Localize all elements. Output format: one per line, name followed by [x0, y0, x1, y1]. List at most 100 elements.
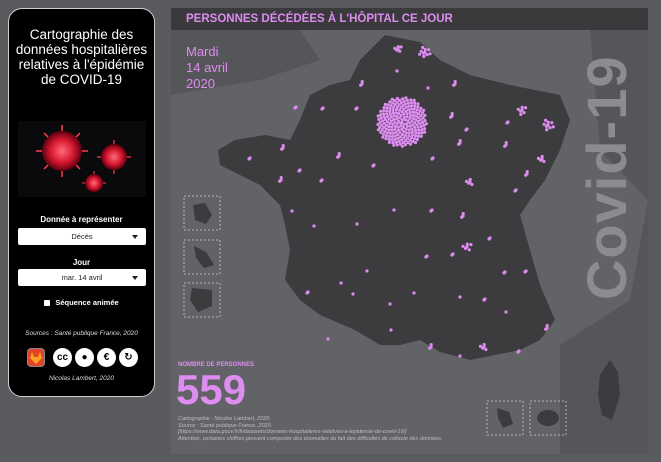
person-dot: [450, 253, 454, 257]
app-title: Cartographie des données hospitalières r…: [15, 27, 148, 87]
checkbox-icon[interactable]: [44, 300, 51, 307]
person-dot: [280, 147, 284, 151]
person-dot: [402, 107, 406, 111]
person-dot: [383, 118, 388, 122]
person-dot: [449, 115, 453, 119]
person-dot: [388, 121, 392, 126]
person-dot: [430, 157, 434, 161]
person-dot: [544, 124, 549, 128]
person-dot: [420, 131, 424, 135]
person-dot: [388, 109, 392, 114]
person-dot: [278, 179, 282, 183]
person-dot: [482, 342, 486, 347]
person-dot: [399, 101, 404, 105]
person-dot: [391, 101, 395, 105]
map-title: PERSONNES DÉCÉDÉES À L'HÔPITAL CE JOUR: [171, 8, 648, 30]
person-dot: [387, 140, 392, 144]
person-dot: [390, 135, 394, 139]
person-dot: [452, 83, 456, 87]
sa-icon[interactable]: ↻: [119, 347, 138, 367]
author-text: Nicolas Lambert, 2020: [48, 375, 115, 382]
person-dot: [387, 134, 391, 139]
person-dot: [392, 117, 396, 121]
virus-large: [36, 125, 88, 177]
person-dot: [423, 118, 427, 123]
person-dot: [458, 354, 462, 358]
france-mainland: [218, 35, 570, 360]
person-dot: [385, 106, 389, 110]
neighbour-land: [171, 30, 648, 454]
person-dot: [389, 115, 393, 119]
person-dot: [551, 125, 555, 129]
sidebar: Cartographie des données hospitalières r…: [8, 8, 155, 397]
person-dot: [417, 131, 421, 135]
person-dot: [413, 134, 418, 138]
person-dot: [383, 102, 387, 106]
person-dot: [412, 107, 416, 111]
person-dot: [419, 49, 423, 53]
caret-down-icon: [132, 276, 138, 280]
nc-icon[interactable]: €: [97, 347, 116, 367]
person-dot: [468, 177, 472, 182]
person-dot: [401, 104, 405, 108]
person-dot: [247, 157, 251, 161]
day-select-label: Jour: [72, 258, 91, 267]
person-dot: [421, 45, 425, 50]
person-dot: [395, 69, 399, 73]
person-dot: [351, 292, 355, 296]
person-dot: [426, 86, 430, 90]
person-dot: [418, 122, 422, 126]
cc-icon[interactable]: cc: [53, 347, 72, 367]
person-dot: [404, 131, 408, 135]
person-dot: [399, 113, 403, 117]
person-dot: [397, 139, 401, 143]
gitlab-icon[interactable]: [27, 347, 45, 367]
person-dot: [397, 103, 401, 107]
person-dot: [394, 140, 398, 144]
person-dot: [397, 108, 402, 112]
person-dot: [418, 109, 422, 113]
person-dot: [408, 142, 413, 146]
person-dot: [421, 120, 425, 124]
data-select[interactable]: Décès: [18, 228, 146, 245]
inset-guadeloupe-land: [193, 203, 212, 224]
person-dot: [391, 111, 395, 115]
person-dot: [402, 112, 406, 116]
person-dot: [393, 127, 397, 132]
person-dot: [387, 128, 391, 132]
person-dot: [413, 125, 417, 129]
person-dot: [400, 127, 404, 132]
person-dot: [402, 122, 406, 126]
covid-watermark: Covid-19: [575, 55, 638, 301]
person-dot: [414, 111, 418, 115]
person-dot: [467, 181, 471, 185]
person-dot: [414, 131, 418, 135]
person-dot: [419, 118, 423, 122]
person-dot: [410, 133, 415, 137]
person-dot: [423, 127, 427, 131]
person-dot: [406, 119, 410, 123]
by-icon[interactable]: ●: [75, 347, 94, 367]
person-dot: [419, 134, 423, 138]
credit-line[interactable]: [https://www.data.gouv.fr/fr/datasets/do…: [178, 429, 407, 435]
person-dot: [406, 108, 411, 112]
person-dot: [409, 98, 413, 102]
person-dot: [393, 125, 397, 129]
person-dot: [354, 107, 358, 111]
person-dot: [393, 99, 397, 103]
person-dot: [379, 116, 383, 120]
person-dot: [414, 128, 418, 132]
person-dot: [396, 133, 400, 137]
person-dot: [290, 209, 294, 213]
person-dot: [416, 112, 421, 116]
person-dot: [385, 109, 389, 113]
inset-guadeloupe: [183, 195, 221, 231]
animated-sequence-toggle[interactable]: Séquence animée: [9, 298, 154, 307]
person-dot: [419, 106, 423, 110]
person-dot: [404, 127, 408, 131]
person-dot: [371, 164, 375, 168]
count-value: 559: [176, 366, 247, 413]
person-dot: [404, 139, 408, 143]
person-dot: [464, 179, 469, 183]
day-select[interactable]: mar. 14 avril: [18, 269, 146, 286]
